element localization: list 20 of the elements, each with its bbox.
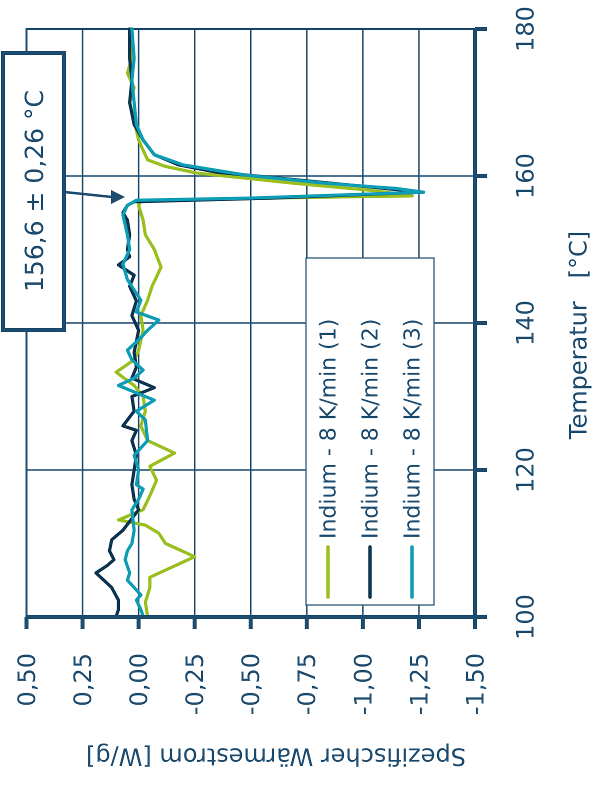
x-tick-label: -1,00 <box>349 653 378 716</box>
x-tick-label: -0,75 <box>293 653 322 716</box>
text: Indium - 8 K/min (1) <box>316 318 342 539</box>
x-tick-label: -0,50 <box>237 653 266 716</box>
x-tick-label: 0,50 <box>12 653 41 706</box>
y-axis-title: Temperatur [°C] <box>564 230 592 440</box>
x-tick-label: -1,50 <box>461 653 490 716</box>
x-tick-label: 0,00 <box>125 653 154 706</box>
y-tick-label: 160 <box>511 153 540 199</box>
y-tick-label: 180 <box>511 6 540 52</box>
y-tick-label: 100 <box>511 594 540 640</box>
text: Indium - 8 K/min (2) <box>358 318 384 539</box>
y-tick-label: 120 <box>511 447 540 493</box>
annotation: 156,6 ± 0,26 °C <box>20 90 49 292</box>
x-tick-label: 0,25 <box>68 653 97 706</box>
x-axis-title: Spezifischer Wärmestrom [W/g] <box>86 742 466 771</box>
y-tick-label: 140 <box>511 300 540 346</box>
x-tick-label: -1,25 <box>405 653 434 716</box>
x-tick-label: -0,25 <box>181 653 210 716</box>
text: Indium - 8 K/min (3) <box>400 318 426 539</box>
